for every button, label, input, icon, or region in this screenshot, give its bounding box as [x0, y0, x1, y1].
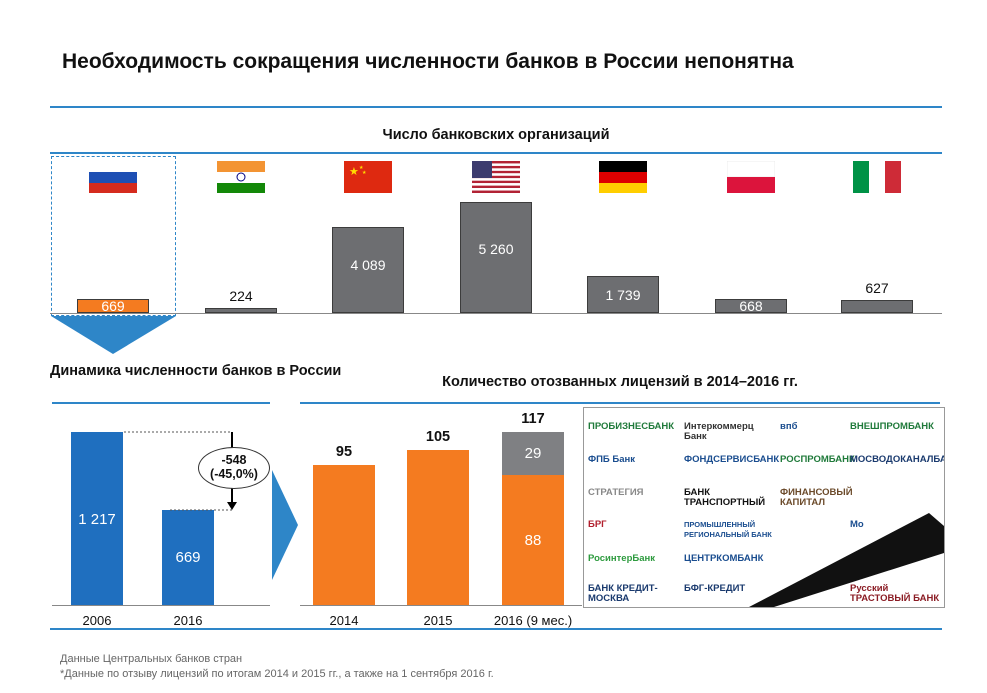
chart1-baseline: [50, 313, 942, 314]
bank-logo-0: ПРОБИЗНЕСБАНК: [588, 421, 675, 432]
footnote-source: Данные Центральных банков стран: [60, 653, 243, 665]
chart3-x-label: 2016 (9 мес.): [493, 613, 573, 628]
chart2-x-label: 2006: [82, 613, 112, 628]
bank-logo-1: Интеркоммерц Банк: [684, 421, 754, 442]
chart3-total-label: 95: [335, 443, 353, 460]
bank-logo-7: МОСВОДОКАНАЛБАНК: [850, 454, 944, 465]
chart1-value-label: 669: [101, 297, 125, 314]
chart3-total-label: 105: [425, 428, 451, 445]
bank-logo-8: СТРАТЕГИЯ: [588, 487, 644, 498]
chart3-x-label: 2014: [329, 613, 359, 628]
chart3-bar-extra-2: [502, 432, 564, 475]
chart3-x-label: 2015: [423, 613, 453, 628]
chart2-bar-2016: [162, 509, 214, 605]
bank-logo-5: ФОНДСЕРВИСБАНК: [684, 454, 780, 465]
change-pct-value: (-45,0%): [210, 467, 258, 481]
svg-text:★: ★: [349, 165, 359, 178]
bank-logo-17: ЦЕНТРКОМБАНК: [684, 553, 764, 564]
chart1-title: Число банковских организаций: [382, 127, 610, 143]
chart2-value-label: 1 217: [78, 510, 116, 528]
chart2-baseline: [52, 605, 270, 606]
bank-logo-3: ВНЕШПРОМБАНК: [850, 421, 934, 432]
bottom-rule: [50, 628, 942, 630]
chart1-top-rule: [50, 152, 942, 154]
chart3-bar-main-1: [407, 449, 469, 605]
chart3-total-label: 117: [521, 411, 545, 427]
flag-russia-icon: [89, 161, 137, 193]
chart1-bar-2: [332, 226, 404, 313]
chart1-bar-0: [77, 298, 149, 313]
russia-highlight-box: [51, 156, 176, 316]
svg-text:★: ★: [359, 165, 364, 171]
change-abs-value: -548: [221, 453, 247, 467]
flag-usa-icon: [472, 161, 520, 193]
mourning-ribbon: [749, 513, 944, 607]
bank-logo-12: БРГ: [588, 519, 607, 530]
chart1-value-label: 668: [739, 297, 763, 314]
chart1-value-label: 1 739: [605, 286, 641, 303]
chart1-value-label: 224: [229, 288, 253, 305]
revoked-banks-logos-panel: ПРОБИЗНЕСБАНК Интеркоммерц Банк впб ВНЕШПРО…: [583, 407, 945, 608]
title-divider: [50, 106, 942, 108]
page-title: Необходимость сокращения численности бан…: [62, 50, 794, 73]
bank-logo-20: БАНК КРЕДИТ-МОСКВА: [588, 583, 658, 604]
svg-text:★: ★: [362, 170, 367, 176]
chart1-bar-3: [460, 202, 532, 313]
chart3-top-rule: [300, 402, 940, 404]
bank-logo-4: ФПБ Банк: [588, 454, 636, 465]
bank-logo-10: ФИНАНСОВЫЙ КАПИТАЛ: [780, 487, 853, 508]
chart1-bar-6: [841, 299, 913, 313]
chart2-title: Динамика численности банков в России: [50, 363, 342, 379]
bank-logo-2: впб: [780, 421, 798, 432]
chart3-baseline: [300, 605, 582, 606]
chart1-value-label: 627: [865, 279, 889, 296]
chart1-bar-5: [715, 298, 787, 313]
flag-poland-icon: [726, 160, 776, 193]
chart1-value-label: 4 089: [350, 256, 386, 273]
flag-germany-icon: [599, 161, 647, 193]
highlight-pointer-arrow: [51, 316, 176, 354]
bank-logo-13: ПРОМЫШЛЕННЫЙ РЕГИОНАЛЬНЫЙ БАНК: [684, 520, 772, 539]
footnote-detail: *Данные по отзыву лицензий по итогам 201…: [60, 668, 494, 680]
bank-logo-23: Русский ТРАСТОВЫЙ БАНК: [850, 583, 940, 604]
flag-italy-icon: [853, 161, 901, 193]
chart1-bar-4: [587, 276, 659, 313]
chart1-bar-1: [205, 308, 277, 313]
chart3-segment-label: 88: [524, 531, 542, 549]
bank-logo-15: Мо: [850, 519, 864, 530]
chart3-title: Количество отозванных лицензий в 2014–20…: [442, 374, 798, 390]
chart3-segment-label: 29: [524, 445, 542, 463]
bank-logo-16: РосинтерБанк: [588, 553, 655, 564]
chart2-top-rule: [52, 402, 270, 404]
chart3-bar-main-0: [313, 464, 375, 605]
bank-logo-21: БФГ-КРЕДИТ: [684, 583, 746, 594]
flag-india-icon: [217, 161, 265, 193]
transition-arrow-icon: [272, 470, 298, 580]
chart2-bar-2006: [71, 432, 123, 605]
chart2-value-label: 669: [175, 549, 201, 567]
chart3-bar-main-2: [502, 474, 564, 605]
flag-china-icon: ★ ★ ★: [344, 161, 392, 193]
bank-logo-9: БАНК ТРАНСПОРТНЫЙ: [684, 487, 766, 508]
change-bubble: -548 (-45,0%): [198, 447, 270, 489]
bank-logo-6: РОСПРОМБАНК: [780, 454, 855, 465]
chart1-value-label: 5 260: [478, 240, 514, 257]
chart2-x-label: 2016: [173, 613, 203, 628]
